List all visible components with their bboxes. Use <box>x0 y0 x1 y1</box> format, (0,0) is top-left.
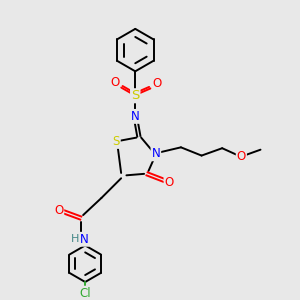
Text: N: N <box>131 110 140 123</box>
Text: H: H <box>71 234 80 244</box>
Text: Cl: Cl <box>80 287 91 300</box>
Text: O: O <box>164 176 174 189</box>
Text: S: S <box>131 89 140 102</box>
Text: O: O <box>54 204 63 217</box>
Text: O: O <box>237 150 246 163</box>
Text: N: N <box>152 147 160 160</box>
Text: O: O <box>152 77 162 90</box>
Text: O: O <box>110 76 119 89</box>
Text: N: N <box>80 233 89 246</box>
Text: S: S <box>112 135 120 148</box>
